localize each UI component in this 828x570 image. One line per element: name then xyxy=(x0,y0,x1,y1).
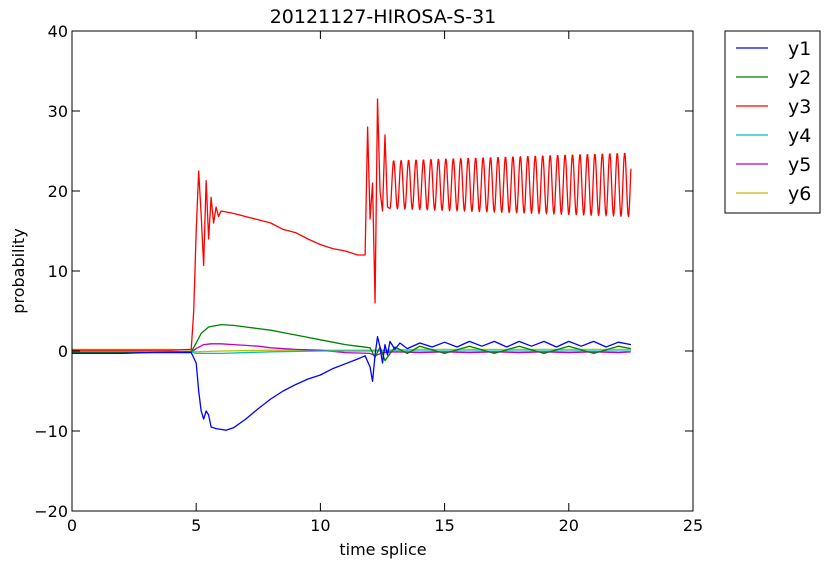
y-tick-label: 30 xyxy=(48,102,68,121)
x-tick-label: 10 xyxy=(310,516,330,535)
x-tick-label: 20 xyxy=(559,516,579,535)
y-tick-label: −20 xyxy=(34,502,68,521)
chart-title: 20121127-HIROSA-S-31 xyxy=(270,6,497,28)
legend-label-y6: y6 xyxy=(788,183,811,205)
legend-label-y5: y5 xyxy=(788,154,811,176)
x-tick-label: 25 xyxy=(683,516,703,535)
legend: y1 y2 y3 y4 y5 y6 xyxy=(724,30,821,214)
x-axis-label: time splice xyxy=(339,540,426,559)
y-tick-label: 40 xyxy=(48,22,68,41)
series-line-y3 xyxy=(72,98,632,351)
series-line-y1 xyxy=(72,335,632,431)
x-tick-label: 0 xyxy=(67,516,77,535)
y-axis-label: probability xyxy=(9,228,28,313)
legend-label-y4: y4 xyxy=(788,125,811,147)
plot-frame xyxy=(72,31,693,511)
y-tick-label: 20 xyxy=(48,182,68,201)
x-tick-label: 5 xyxy=(191,516,201,535)
legend-box xyxy=(724,30,821,214)
series-line-y5 xyxy=(72,343,631,357)
legend-label-y1: y1 xyxy=(788,38,811,60)
plot-area: 0 5 10 15 20 25 −20 −10 0 10 20 30 40 xyxy=(34,22,703,535)
ticks-layer: 0 5 10 15 20 25 −20 −10 0 10 20 30 40 xyxy=(34,22,703,535)
series-line-y2 xyxy=(72,323,632,362)
legend-label-y2: y2 xyxy=(788,67,811,89)
series-layer xyxy=(72,98,632,431)
y-tick-label: 10 xyxy=(48,262,68,281)
y-tick-label: 0 xyxy=(58,342,68,361)
x-tick-label: 15 xyxy=(434,516,454,535)
y-tick-label: −10 xyxy=(34,422,68,441)
legend-label-y3: y3 xyxy=(788,96,811,118)
